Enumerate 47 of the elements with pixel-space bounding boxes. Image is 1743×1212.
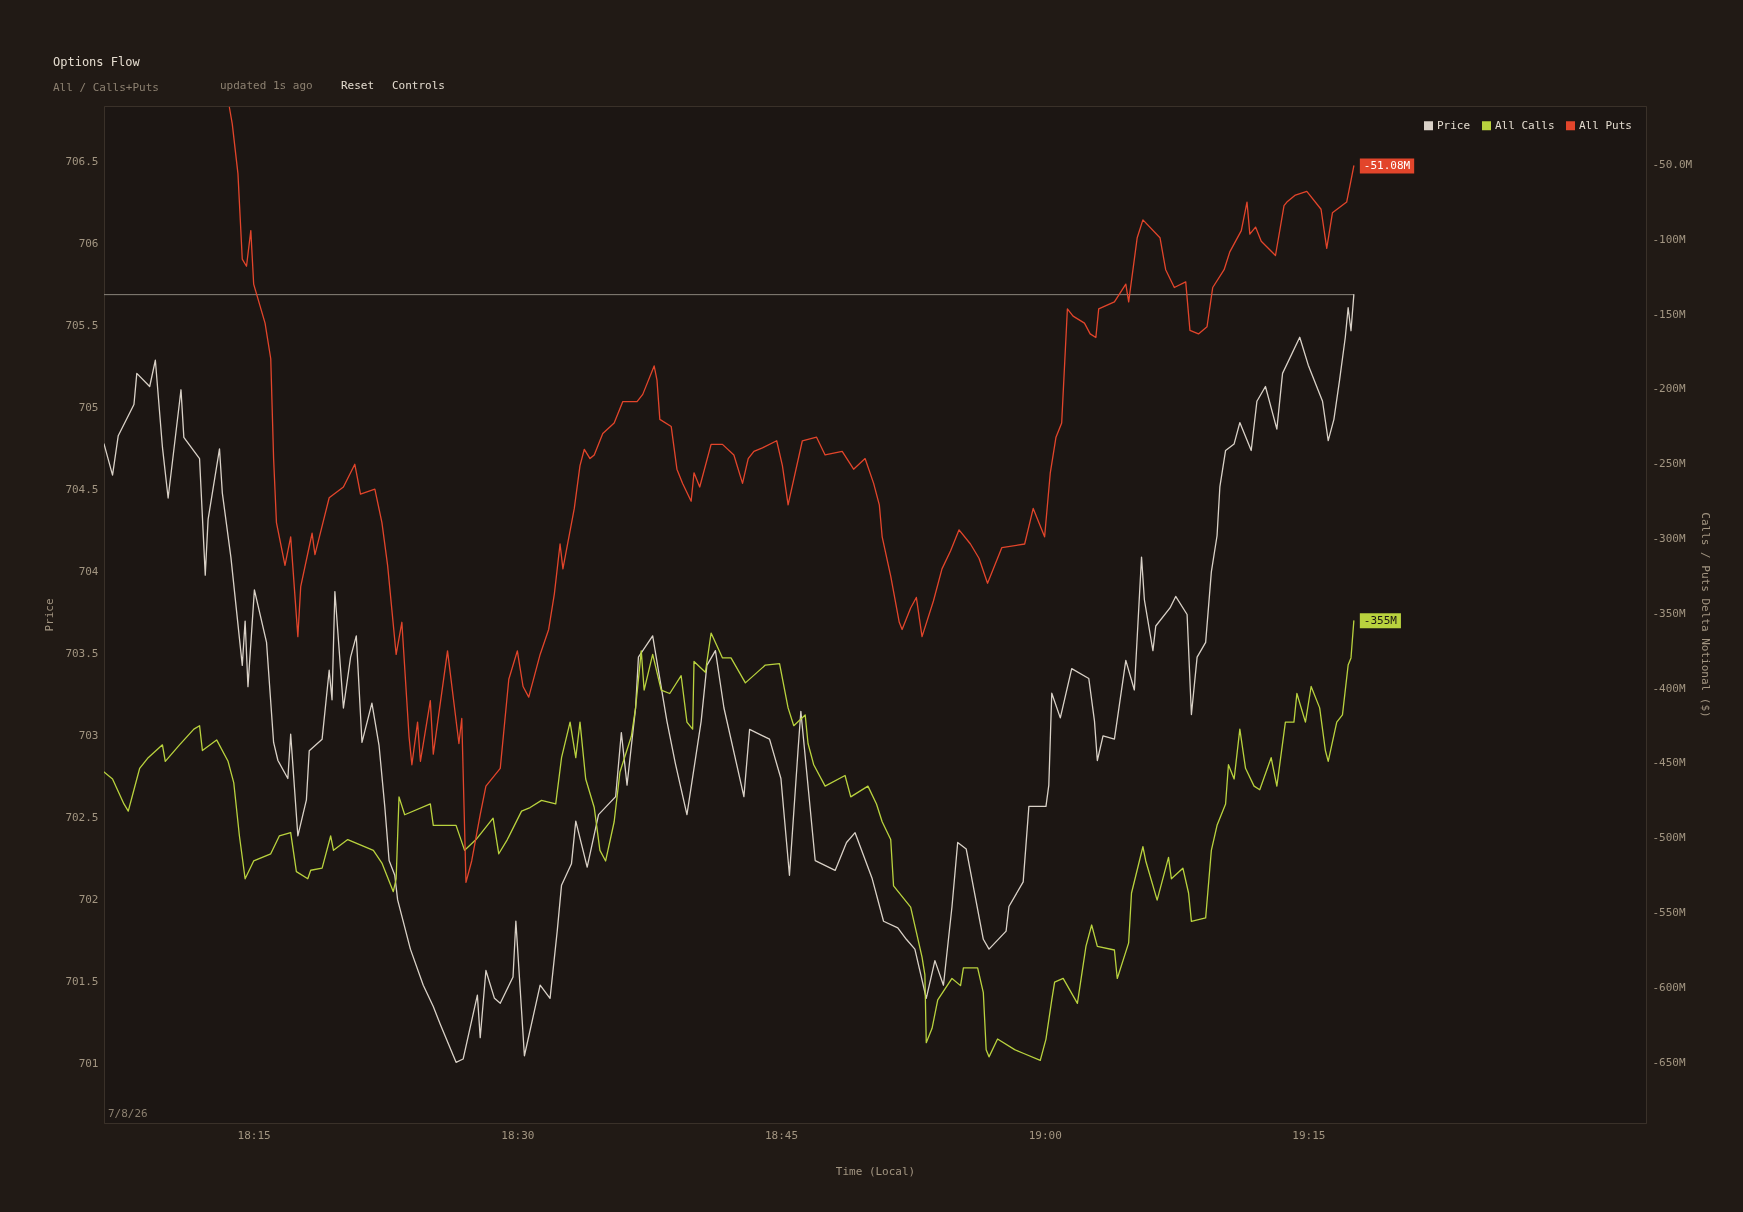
y-tick-label: 701.5 — [65, 975, 99, 989]
text: Controls — [392, 79, 445, 92]
annotation: 7/8/26 — [108, 1107, 148, 1120]
y2-tick-label: -500M — [1652, 831, 1686, 845]
y2-tick-label: -650M — [1652, 1055, 1686, 1069]
legend-label: All Calls — [1495, 118, 1555, 132]
y-axis-title: Price — [43, 598, 57, 632]
x-tick-label: 19:00 — [1028, 1128, 1062, 1142]
chart-subtitle: All / Calls+Puts — [53, 81, 159, 94]
y2-tick-label: -200M — [1652, 382, 1686, 396]
y2-tick-label: -100M — [1652, 232, 1686, 246]
y2-axis-title: Calls / Puts Delta Notional ($) — [1699, 512, 1713, 718]
y2-tick-label: -350M — [1652, 606, 1686, 620]
y2-tick-label: -550M — [1652, 906, 1686, 920]
y-tick-label: 704.5 — [65, 483, 99, 497]
legend-label: Price — [1437, 118, 1471, 132]
y-tick-label: 702 — [78, 893, 99, 907]
y2-tick-label: -300M — [1652, 531, 1686, 545]
y-tick-label: 701 — [78, 1057, 99, 1071]
chart-title: Options Flow — [53, 55, 141, 69]
legend-label: All Puts — [1579, 118, 1632, 132]
x-tick-label: 18:45 — [764, 1128, 799, 1142]
y2-tick-label: -450M — [1652, 756, 1686, 770]
x-tick-label: 18:15 — [237, 1128, 271, 1142]
y-tick-label: 706.5 — [65, 155, 99, 169]
y-tick-label: 705 — [78, 401, 99, 415]
x-tick-label: 19:15 — [1292, 1128, 1326, 1142]
data-label: -51.08M — [1363, 158, 1411, 172]
x-axis-title: Time (Local) — [835, 1164, 916, 1178]
y-tick-label: 705.5 — [65, 319, 99, 333]
line-series — [104, 293, 1355, 1063]
line-series — [228, 106, 1355, 884]
y2-tick-label: -150M — [1652, 307, 1686, 321]
x-tick-label: 18:30 — [501, 1128, 535, 1142]
y-tick-label: 703 — [78, 729, 99, 743]
y-tick-label: 704 — [78, 565, 99, 579]
y2-tick-label: -400M — [1652, 681, 1686, 695]
y-tick-label: 706 — [78, 237, 99, 251]
data-label: -355M — [1363, 613, 1398, 627]
y-tick-label: 703.5 — [65, 647, 99, 661]
y-tick-label: 702.5 — [65, 811, 99, 825]
y2-tick-label: -50.0M — [1652, 157, 1693, 171]
text: Reset — [341, 79, 375, 92]
y2-tick-label: -250M — [1652, 457, 1686, 471]
y2-tick-label: -600M — [1652, 980, 1686, 994]
line-series — [104, 620, 1355, 1062]
text: updated 1s ago — [220, 79, 313, 92]
